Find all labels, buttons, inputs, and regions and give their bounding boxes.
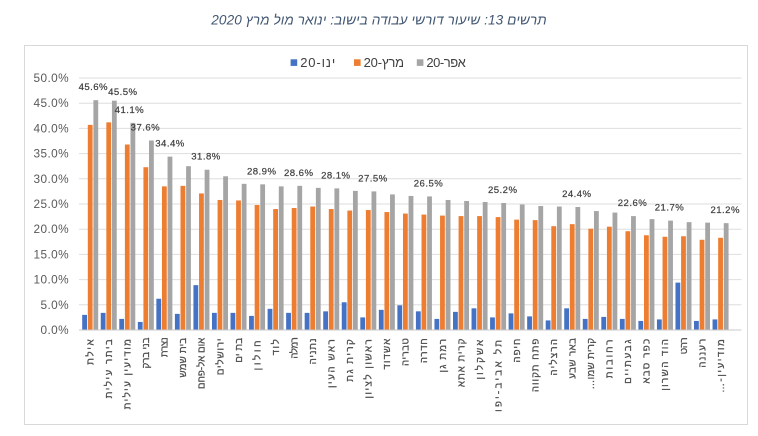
svg-text:40.0%: 40.0% (34, 121, 70, 135)
svg-text:21.2%: 21.2% (710, 205, 739, 216)
svg-text:אשדוד: אשדוד (382, 338, 393, 370)
svg-text:בית שמש: בית שמש (178, 338, 189, 378)
svg-text:רעננה: רעננה (697, 338, 708, 368)
svg-text:ביתר עילית: ביתר עילית (103, 338, 115, 399)
svg-text:34.4%: 34.4% (155, 139, 184, 150)
svg-text:רמת גן: רמת גן (438, 338, 449, 373)
svg-text:26.5%: 26.5% (414, 178, 443, 189)
svg-text:ירושלים: ירושלים (214, 338, 226, 376)
svg-text:חדרה: חדרה (419, 338, 430, 363)
svg-text:45.0%: 45.0% (34, 96, 70, 110)
svg-text:בני ברק: בני ברק (141, 337, 152, 368)
svg-text:תרשים 13: שיעור דורשי עבודה בי: תרשים 13: שיעור דורשי עבודה בישוב: ינואר… (210, 13, 546, 28)
svg-text:נצרת: נצרת (160, 337, 171, 357)
svg-text:טבריה: טבריה (401, 338, 412, 366)
svg-text:25.0%: 25.0% (34, 197, 70, 211)
svg-text:27.5%: 27.5% (358, 173, 387, 184)
svg-text:ראשון לציון: ראשון לציון (363, 338, 375, 399)
svg-text:אפר-20: אפר-20 (426, 55, 465, 70)
svg-text:באר שבע: באר שבע (568, 338, 579, 379)
svg-text:28.1%: 28.1% (321, 170, 350, 181)
svg-text:21.7%: 21.7% (655, 203, 684, 214)
svg-text:מרץ-20: מרץ-20 (364, 55, 404, 70)
svg-text:אילת: אילת (85, 338, 97, 365)
svg-text:נתניה: נתניה (308, 338, 319, 365)
svg-text:אום אל-פחם: אום אל-פחם (196, 337, 208, 389)
svg-text:קרית גת: קרית גת (345, 338, 356, 382)
svg-text:28.6%: 28.6% (284, 168, 313, 179)
svg-text:רחובות: רחובות (605, 338, 616, 379)
svg-text:לוד: לוד (270, 338, 282, 356)
svg-text:24.4%: 24.4% (562, 189, 591, 200)
svg-text:אשקלון: אשקלון (474, 338, 486, 380)
svg-text:רהט: רהט (679, 338, 690, 355)
svg-text:תל אביב-יפו: תל אביב-יפו (492, 338, 504, 412)
svg-text:קרית שמו…: קרית שמו… (586, 338, 597, 390)
svg-text:בת ים: בת ים (234, 338, 245, 363)
svg-text:22.6%: 22.6% (618, 198, 647, 209)
svg-text:קרית אתא: קרית אתא (456, 338, 467, 387)
svg-text:מודיעין-…: מודיעין-… (716, 338, 727, 393)
svg-text:מודיעין עילית: מודיעין עילית (122, 338, 134, 410)
svg-text:31.8%: 31.8% (191, 152, 220, 163)
svg-text:10.0%: 10.0% (34, 273, 70, 287)
svg-text:חולון: חולון (251, 338, 263, 371)
svg-text:ינו-20: ינו-20 (300, 55, 336, 70)
svg-text:28.9%: 28.9% (247, 166, 276, 177)
svg-text:הוד השרון: הוד השרון (660, 338, 671, 391)
svg-text:גבעתיים: גבעתיים (623, 338, 634, 384)
svg-text:20.0%: 20.0% (34, 222, 70, 236)
svg-text:45.6%: 45.6% (79, 82, 108, 93)
svg-text:50.0%: 50.0% (34, 71, 70, 85)
svg-text:פתח תקווה: פתח תקווה (531, 338, 542, 392)
svg-text:0.0%: 0.0% (41, 323, 70, 337)
svg-text:30.0%: 30.0% (34, 172, 70, 186)
svg-text:ראש העין: ראש העין (327, 338, 338, 388)
svg-text:5.0%: 5.0% (41, 298, 70, 312)
svg-text:הרצליה: הרצליה (548, 338, 560, 376)
svg-text:41.1%: 41.1% (115, 105, 144, 116)
svg-text:כפר סבא: כפר סבא (642, 338, 653, 384)
svg-text:35.0%: 35.0% (34, 147, 70, 161)
svg-text:37.6%: 37.6% (131, 123, 160, 134)
svg-text:15.0%: 15.0% (34, 247, 70, 261)
svg-text:רמלה: רמלה (288, 338, 300, 359)
svg-text:45.5%: 45.5% (108, 87, 137, 98)
svg-text:חיפה: חיפה (512, 338, 523, 363)
svg-text:25.2%: 25.2% (488, 185, 517, 196)
